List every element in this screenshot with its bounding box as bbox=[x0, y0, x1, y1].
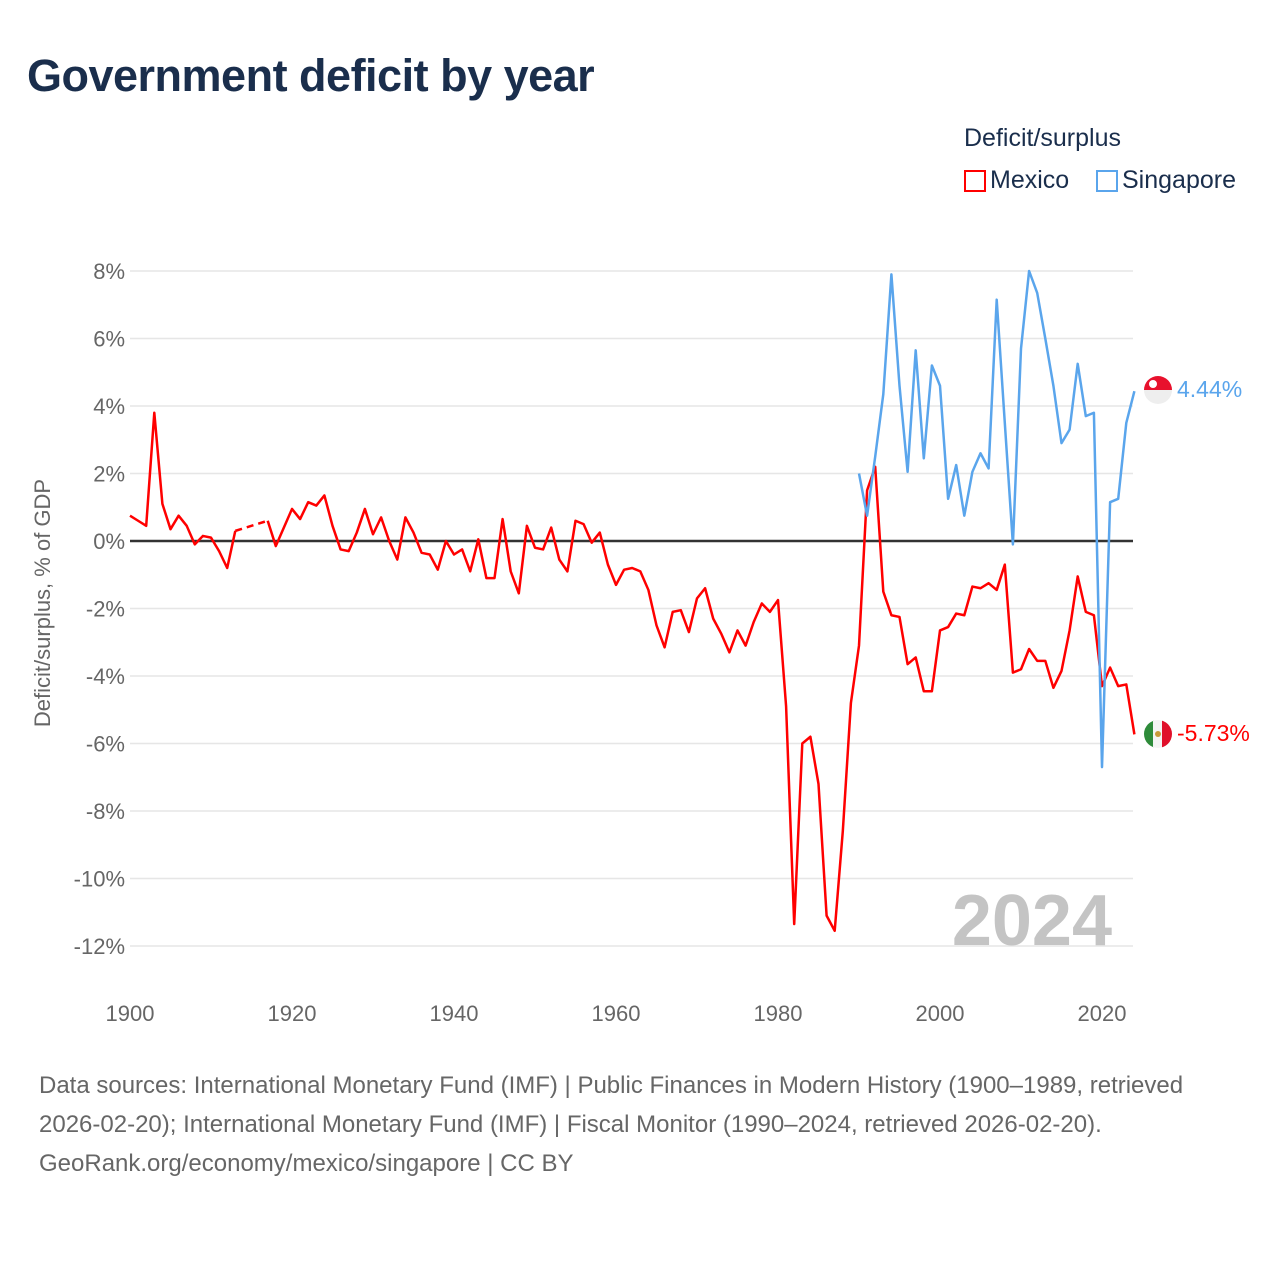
missing-data-segment bbox=[234, 519, 269, 533]
x-tick-label: 1940 bbox=[430, 1001, 479, 1026]
y-tick-label: -4% bbox=[86, 664, 125, 689]
chart-area: 8% 6% 4% 2% 0% -2% -4% -6% -8% -10% -12% 1900 1920 19… bbox=[30, 259, 1250, 1026]
x-tick-label: 1960 bbox=[592, 1001, 641, 1026]
y-tick-label: 0% bbox=[93, 529, 125, 554]
end-label-singapore: 4.44% bbox=[1177, 376, 1242, 402]
y-tick-label: -12% bbox=[74, 934, 125, 959]
legend-item-mexico[interactable]: Mexico bbox=[964, 166, 1069, 195]
legend-label: Singapore bbox=[1122, 166, 1236, 194]
legend-item-singapore[interactable]: Singapore bbox=[1096, 166, 1236, 195]
y-tick-label: -8% bbox=[86, 799, 125, 824]
y-tick-label: 8% bbox=[93, 259, 125, 284]
legend-swatch-singapore bbox=[1096, 169, 1118, 192]
flag-mexico-icon bbox=[1144, 720, 1172, 748]
y-tick-label: 4% bbox=[93, 394, 125, 419]
legend-swatch-mexico bbox=[964, 169, 986, 192]
x-tick-label: 2020 bbox=[1078, 1001, 1127, 1026]
series-line-singapore bbox=[857, 269, 1136, 769]
flag-singapore-icon bbox=[1144, 376, 1172, 404]
y-tick-label: 2% bbox=[93, 462, 125, 487]
x-tick-label: 1920 bbox=[268, 1001, 317, 1026]
data-sources: Data sources: International Monetary Fun… bbox=[39, 1072, 1184, 1138]
footer: Data sources: International Monetary Fun… bbox=[39, 1066, 1249, 1183]
y-tick-label: -6% bbox=[86, 732, 125, 757]
y-tick-label: -2% bbox=[86, 597, 125, 622]
x-tick-label: 2000 bbox=[916, 1001, 965, 1026]
legend-label: Mexico bbox=[990, 166, 1070, 194]
series-line-mexico bbox=[129, 411, 1136, 933]
year-watermark: 2024 bbox=[952, 881, 1112, 961]
x-tick-label: 1900 bbox=[106, 1001, 155, 1026]
legend-title: Deficit/surplus bbox=[964, 124, 1121, 152]
x-tick-label: 1980 bbox=[754, 1001, 803, 1026]
end-label-mexico: -5.73% bbox=[1177, 720, 1250, 746]
y-tick-label: 6% bbox=[93, 327, 125, 352]
credit-link[interactable]: GeoRank.org/economy/mexico/singapore | C… bbox=[39, 1150, 574, 1177]
y-axis-label: Deficit/surplus, % of GDP bbox=[30, 479, 55, 727]
chart-title: Government deficit by year bbox=[27, 50, 595, 101]
y-tick-label: -10% bbox=[74, 867, 125, 892]
